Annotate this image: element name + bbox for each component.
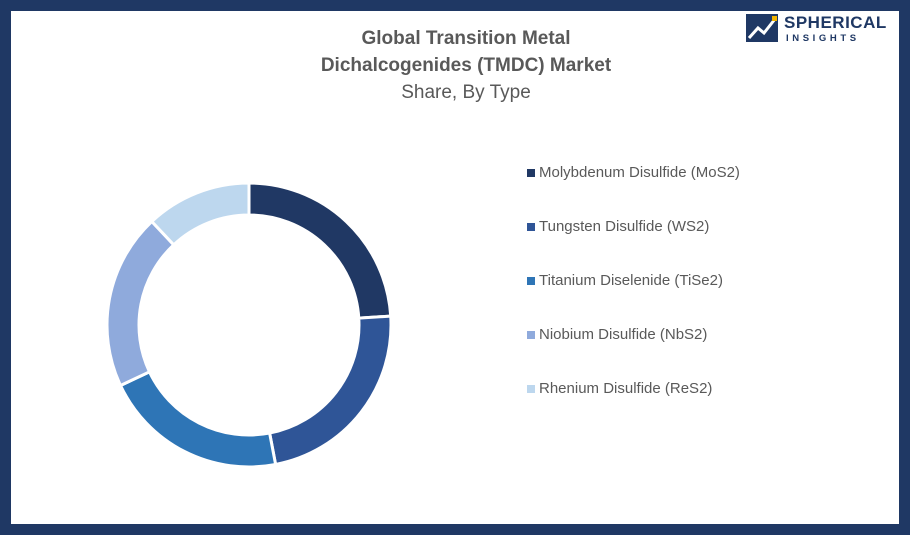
chart-frame	[11, 11, 899, 524]
chart-subtitle: Share, By Type	[401, 82, 531, 103]
legend-label: Titanium Diselenide (TiSe2)	[539, 272, 723, 289]
logo-text-primary: SPHERICAL	[784, 13, 887, 32]
legend-label: Tungsten Disulfide (WS2)	[539, 218, 710, 235]
legend-label: Rhenium Disulfide (ReS2)	[539, 380, 713, 397]
logo-mark-icon	[746, 14, 778, 42]
legend-swatch	[527, 223, 535, 231]
legend-swatch	[527, 169, 535, 177]
logo-text-secondary: INSIGHTS	[786, 33, 860, 44]
donut-slice-1	[247, 181, 393, 320]
legend-swatch	[527, 385, 535, 393]
donut-slice-2	[267, 314, 393, 467]
legend-swatch	[527, 277, 535, 285]
donut-slice-4	[105, 219, 176, 388]
chart-title-block: Global Transition Metal Dichalcogenides …	[200, 25, 732, 107]
legend-label: Niobium Disulfide (NbS2)	[539, 326, 708, 343]
donut-slice-5	[149, 181, 251, 247]
spherical-insights-logo: SPHERICAL INSIGHTS	[746, 13, 886, 45]
chart-title-line-2: Dichalcogenides (TMDC) Market	[320, 55, 612, 76]
legend-label: Molybdenum Disulfide (MoS2)	[539, 164, 740, 181]
chart-title-line-1: Global Transition Metal	[361, 28, 571, 49]
legend-swatch	[527, 331, 535, 339]
donut-slice-3	[118, 369, 278, 469]
